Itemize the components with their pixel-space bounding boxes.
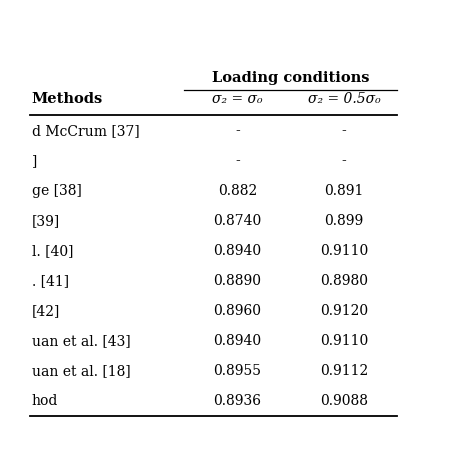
Text: 0.8955: 0.8955 (213, 364, 262, 378)
Text: . [41]: . [41] (32, 274, 69, 288)
Text: uan et al. [43]: uan et al. [43] (32, 334, 130, 348)
Text: 0.882: 0.882 (218, 184, 257, 198)
Text: 0.9112: 0.9112 (320, 364, 368, 378)
Text: Loading conditions: Loading conditions (212, 72, 369, 85)
Text: 0.9120: 0.9120 (320, 304, 368, 318)
Text: 0.9110: 0.9110 (320, 244, 368, 258)
Text: Methods: Methods (32, 92, 103, 106)
Text: 0.8740: 0.8740 (213, 214, 262, 228)
Text: 0.8940: 0.8940 (213, 334, 262, 348)
Text: 0.8940: 0.8940 (213, 244, 262, 258)
Text: 0.9110: 0.9110 (320, 334, 368, 348)
Text: ]: ] (32, 155, 37, 168)
Text: 0.8890: 0.8890 (213, 274, 262, 288)
Text: 0.8936: 0.8936 (213, 394, 262, 408)
Text: [39]: [39] (32, 214, 60, 228)
Text: hod: hod (32, 394, 58, 408)
Text: l. [40]: l. [40] (32, 244, 73, 258)
Text: σ₂ = 0.5σ₀: σ₂ = 0.5σ₀ (308, 92, 380, 106)
Text: 0.9088: 0.9088 (320, 394, 368, 408)
Text: 0.8960: 0.8960 (213, 304, 262, 318)
Text: 0.891: 0.891 (324, 184, 364, 198)
Text: d McCrum [37]: d McCrum [37] (32, 124, 139, 138)
Text: -: - (342, 124, 346, 138)
Text: 0.899: 0.899 (324, 214, 364, 228)
Text: ge [38]: ge [38] (32, 184, 82, 198)
Text: -: - (235, 124, 240, 138)
Text: 0.8980: 0.8980 (320, 274, 368, 288)
Text: σ₂ = σ₀: σ₂ = σ₀ (212, 92, 263, 106)
Text: -: - (235, 155, 240, 168)
Text: uan et al. [18]: uan et al. [18] (32, 364, 130, 378)
Text: -: - (342, 155, 346, 168)
Text: [42]: [42] (32, 304, 60, 318)
